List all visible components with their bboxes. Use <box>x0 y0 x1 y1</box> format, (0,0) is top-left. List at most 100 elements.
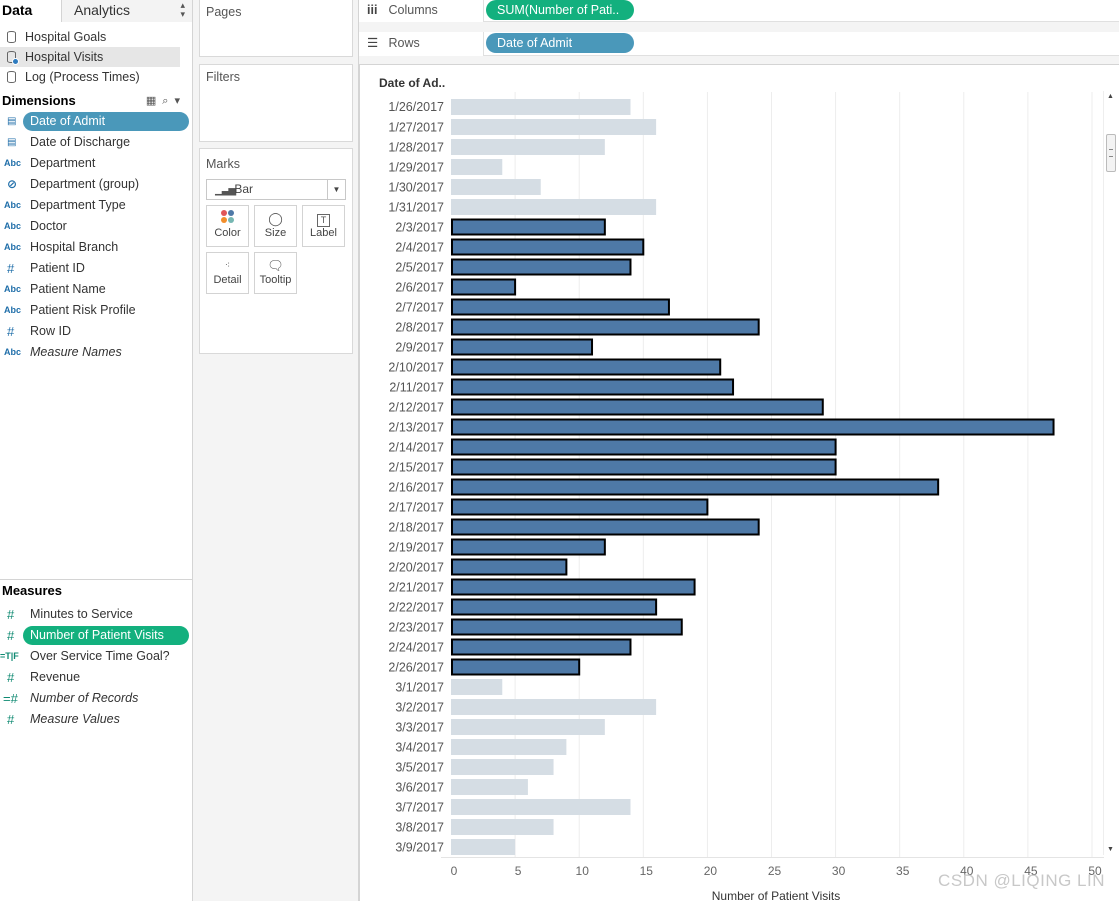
bar-3-4-2017[interactable] <box>451 739 567 755</box>
mark-type-select[interactable]: ▁▃▅ Bar ▼ <box>206 179 346 200</box>
field-minutes-to-service[interactable]: # Minutes to Service <box>0 604 192 625</box>
bar-2-13-2017[interactable] <box>451 418 1055 436</box>
row-label[interactable]: 2/17/2017 <box>388 501 444 515</box>
label-button[interactable]: T Label <box>302 205 345 247</box>
bar-3-1-2017[interactable] <box>451 679 503 695</box>
scroll-down-icon[interactable]: ▼ <box>1107 846 1114 853</box>
row-label[interactable]: 2/21/2017 <box>388 581 444 595</box>
bar-3-8-2017[interactable] <box>451 819 554 835</box>
field-department-group[interactable]: ⊘ Department (group) <box>0 174 192 195</box>
scrollbar-thumb[interactable] <box>1106 134 1116 172</box>
tooltip-button[interactable]: 🗨 Tooltip <box>254 252 297 294</box>
bar-2-16-2017[interactable] <box>451 478 940 496</box>
row-label[interactable]: 2/15/2017 <box>388 461 444 475</box>
data-source-hospital-goals[interactable]: Hospital Goals <box>0 27 192 47</box>
row-label[interactable]: 2/16/2017 <box>388 481 444 495</box>
row-label[interactable]: 2/19/2017 <box>388 541 444 555</box>
bar-2-10-2017[interactable] <box>451 358 722 376</box>
bar-2-14-2017[interactable] <box>451 438 837 456</box>
row-label[interactable]: 2/22/2017 <box>388 601 444 615</box>
tab-analytics[interactable]: Analytics ▴ ▾ <box>61 0 192 22</box>
row-label[interactable]: 2/5/2017 <box>395 261 444 275</box>
field-row-id[interactable]: # Row ID <box>0 321 192 342</box>
chevron-down-icon[interactable]: ▼ <box>327 180 345 199</box>
row-label[interactable]: 3/3/2017 <box>395 721 444 735</box>
bar-2-3-2017[interactable] <box>451 218 606 236</box>
row-label[interactable]: 2/7/2017 <box>395 301 444 315</box>
field-patient-risk-profile[interactable]: Abc Patient Risk Profile <box>0 300 192 321</box>
bar-2-15-2017[interactable] <box>451 458 837 476</box>
filters-card[interactable]: Filters <box>199 64 353 142</box>
color-button[interactable]: Color <box>206 205 249 247</box>
bar-2-8-2017[interactable] <box>451 318 760 336</box>
row-label[interactable]: 2/13/2017 <box>388 421 444 435</box>
columns-shelf[interactable]: iii Columns SUM(Number of Pati.. <box>359 0 1119 22</box>
bar-1-31-2017[interactable] <box>451 199 657 215</box>
bar-3-9-2017[interactable] <box>451 839 516 855</box>
row-label[interactable]: 2/3/2017 <box>395 221 444 235</box>
field-measure-names[interactable]: Abc Measure Names <box>0 342 192 363</box>
field-department[interactable]: Abc Department <box>0 153 192 174</box>
row-label[interactable]: 1/30/2017 <box>388 181 444 195</box>
bar-2-20-2017[interactable] <box>451 558 568 576</box>
row-label[interactable]: 2/23/2017 <box>388 621 444 635</box>
detail-button[interactable]: ⁖ Detail <box>206 252 249 294</box>
row-label[interactable]: 1/29/2017 <box>388 161 444 175</box>
size-button[interactable]: ◯ Size <box>254 205 297 247</box>
row-label[interactable]: 3/7/2017 <box>395 801 444 815</box>
row-label[interactable]: 3/10/2017 <box>388 861 444 875</box>
bar-2-22-2017[interactable] <box>451 598 658 616</box>
bar-chart[interactable]: 1/26/2017 1/27/2017 1/28/2017 1/29/2017 1/30… <box>360 65 1104 901</box>
field-number-of-records[interactable]: =# Number of Records <box>0 688 192 709</box>
bar-1-28-2017[interactable] <box>451 139 605 155</box>
row-label[interactable]: 3/5/2017 <box>395 761 444 775</box>
bar-2-5-2017[interactable] <box>451 258 632 276</box>
field-date-of-discharge[interactable]: ▤ Date of Discharge <box>0 132 192 153</box>
row-label[interactable]: 2/14/2017 <box>388 441 444 455</box>
field-patient-name[interactable]: Abc Patient Name <box>0 279 192 300</box>
vertical-scrollbar[interactable]: ▲ ▼ <box>1103 91 1117 855</box>
bar-2-7-2017[interactable] <box>451 298 670 316</box>
bar-2-12-2017[interactable] <box>451 398 824 416</box>
row-label[interactable]: 3/6/2017 <box>395 781 444 795</box>
field-department-type[interactable]: Abc Department Type <box>0 195 192 216</box>
bar-2-21-2017[interactable] <box>451 578 696 596</box>
bar-2-17-2017[interactable] <box>451 498 709 516</box>
row-label[interactable]: 2/26/2017 <box>388 661 444 675</box>
bar-3-2-2017[interactable] <box>451 699 657 715</box>
columns-pill-sum-patient-visits[interactable]: SUM(Number of Pati.. <box>486 0 634 20</box>
bar-2-24-2017[interactable] <box>451 638 632 656</box>
rows-pill-date-of-admit[interactable]: Date of Admit <box>486 33 634 53</box>
row-label[interactable]: 2/10/2017 <box>388 361 444 375</box>
row-label[interactable]: 2/9/2017 <box>395 341 444 355</box>
bar-2-6-2017[interactable] <box>451 278 517 296</box>
bar-2-4-2017[interactable] <box>451 238 645 256</box>
row-label[interactable]: 3/8/2017 <box>395 821 444 835</box>
field-revenue[interactable]: # Revenue <box>0 667 192 688</box>
data-source-log-process-times[interactable]: Log (Process Times) <box>0 67 192 87</box>
row-label[interactable]: 2/18/2017 <box>388 521 444 535</box>
bar-2-26-2017[interactable] <box>451 658 581 676</box>
view-toggle-icon[interactable]: ▦ <box>145 95 163 107</box>
bar-2-9-2017[interactable] <box>451 338 594 356</box>
bar-3-7-2017[interactable] <box>451 799 631 815</box>
row-label[interactable]: 2/4/2017 <box>395 241 444 255</box>
row-label[interactable]: 3/9/2017 <box>395 841 444 855</box>
rows-shelf[interactable]: ☰ Rows Date of Admit <box>359 32 1119 56</box>
search-icon[interactable]: ⌕ <box>162 95 175 107</box>
row-label[interactable]: 2/8/2017 <box>395 321 444 335</box>
field-patient-id[interactable]: # Patient ID <box>0 258 192 279</box>
field-doctor[interactable]: Abc Doctor <box>0 216 192 237</box>
bar-1-27-2017[interactable] <box>451 119 657 135</box>
bar-2-18-2017[interactable] <box>451 518 760 536</box>
row-label[interactable]: 2/12/2017 <box>388 401 444 415</box>
row-label[interactable]: 2/6/2017 <box>395 281 444 295</box>
field-hospital-branch[interactable]: Abc Hospital Branch <box>0 237 192 258</box>
bar-3-5-2017[interactable] <box>451 759 554 775</box>
bar-2-11-2017[interactable] <box>451 378 735 396</box>
tab-data[interactable]: Data <box>0 0 61 22</box>
bar-2-23-2017[interactable] <box>451 618 683 636</box>
field-number-of-patient-visits[interactable]: # Number of Patient Visits <box>0 625 192 646</box>
row-label[interactable]: 1/31/2017 <box>388 201 444 215</box>
bar-1-30-2017[interactable] <box>451 179 541 195</box>
